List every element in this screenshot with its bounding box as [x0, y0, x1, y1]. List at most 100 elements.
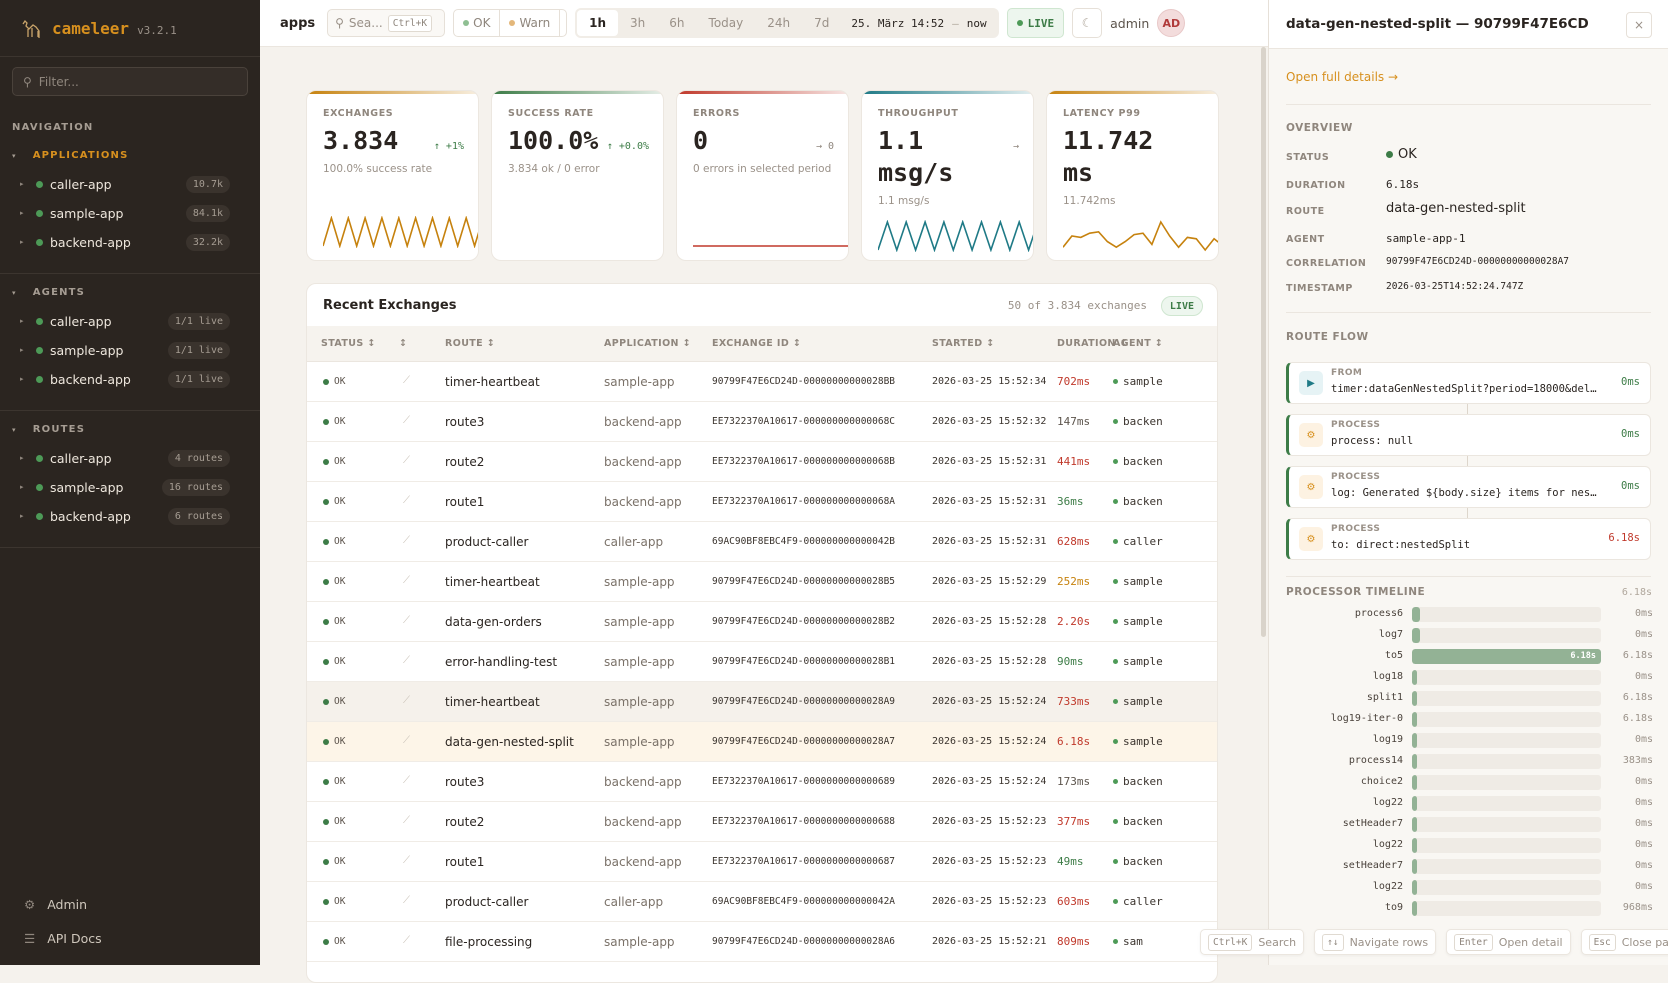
timeline-row[interactable]: log18 0ms [1269, 669, 1668, 687]
kpi-card-success-rate[interactable]: SUCCESS RATE 100.0% ↑ +0.0% 3.834 ok / 0 er… [491, 90, 664, 261]
table-row[interactable]: OK ⟋ timer-heartbeat sample-app 90799F47E6CD… [307, 562, 1217, 602]
sidebar-item-admin[interactable]: ⚙ Admin [24, 897, 87, 912]
sidebar-group-agents[interactable]: ▾ AGENTS [12, 287, 85, 298]
table-row[interactable]: OK ⟋ route1 backend-app EE7322370A10617-0000… [307, 842, 1217, 882]
sidebar-item-caller-app[interactable]: ▸ caller-app 10.7k [20, 173, 230, 195]
expand-icon[interactable]: ▸ [20, 180, 24, 188]
filter-e[interactable]: E [560, 10, 566, 36]
user-name[interactable]: admin [1110, 15, 1150, 31]
open-link-icon[interactable]: ⟋ [403, 655, 410, 666]
flow-step[interactable]: ⚙ PROCESS to: direct:nestedSplit 6.18s [1286, 518, 1651, 560]
open-link-icon[interactable]: ⟋ [403, 855, 410, 866]
time-range-3h[interactable]: 3h [630, 16, 646, 30]
timeline-row[interactable]: log7 0ms [1269, 627, 1668, 645]
table-row[interactable]: OK ⟋ route2 backend-app EE7322370A10617-0000… [307, 802, 1217, 842]
time-range-24h[interactable]: 24h [767, 16, 791, 30]
timeline-row[interactable]: setHeader7 0ms [1269, 816, 1668, 834]
close-icon[interactable]: × [1626, 12, 1652, 38]
timeline-row[interactable]: process6 0ms [1269, 606, 1668, 624]
expand-icon[interactable]: ▸ [20, 346, 24, 354]
table-row[interactable]: OK ⟋ product-caller caller-app 69AC90BF8EBC4… [307, 882, 1217, 922]
timeline-row[interactable]: log22 0ms [1269, 795, 1668, 813]
filter-input[interactable]: ⚲ Filter... [12, 67, 248, 96]
column-header[interactable]: ↕ [399, 338, 408, 349]
expand-icon[interactable]: ▸ [20, 317, 24, 325]
column-header[interactable]: EXCHANGE ID ↕ [712, 338, 802, 349]
sidebar-group-applications[interactable]: ▾ APPLICATIONS [12, 150, 129, 161]
timeline-row[interactable]: choice2 0ms [1269, 774, 1668, 792]
theme-toggle-moon-icon[interactable]: ☾ [1072, 8, 1103, 38]
sidebar-item-backend-app[interactable]: ▸ backend-app 6 routes [20, 505, 230, 527]
open-link-icon[interactable]: ⟋ [403, 895, 410, 906]
expand-icon[interactable]: ▸ [20, 375, 24, 383]
sidebar-item-sample-app[interactable]: ▸ sample-app 84.1k [20, 202, 230, 224]
kpi-card-throughput[interactable]: THROUGHPUT 1.1 msg/s → 1.1 msg/s [861, 90, 1034, 261]
avatar[interactable]: AD [1157, 9, 1186, 37]
timeline-row[interactable]: setHeader7 0ms [1269, 858, 1668, 876]
table-row[interactable]: OK ⟋ timer-heartbeat sample-app 90799F47E6CD… [307, 362, 1217, 402]
sidebar-item-backend-app[interactable]: ▸ backend-app 32.2k [20, 231, 230, 253]
sidebar-item-sample-app[interactable]: ▸ sample-app 16 routes [20, 476, 230, 498]
open-link-icon[interactable]: ⟋ [403, 695, 410, 706]
timeline-row[interactable]: split1 6.18s [1269, 690, 1668, 708]
open-link-icon[interactable]: ⟋ [403, 935, 410, 946]
search-input[interactable]: ⚲ Sea... Ctrl+K [327, 9, 446, 37]
open-link-icon[interactable]: ⟋ [403, 615, 410, 626]
column-header[interactable]: AGENT ↕ [1113, 338, 1164, 349]
sidebar-item-sample-app[interactable]: ▸ sample-app 1/1 live [20, 339, 230, 361]
timeline-row[interactable]: process14 383ms [1269, 753, 1668, 771]
filter-ok[interactable]: OK [454, 10, 501, 36]
kpi-card-latency-p99[interactable]: LATENCY P99 11.742 ms 11.742ms [1046, 90, 1219, 261]
logo[interactable]: cameleer v3.2.1 [20, 14, 177, 42]
filter-warn[interactable]: Warn [500, 10, 561, 36]
table-row[interactable]: OK ⟋ route2 backend-app EE7322370A10617-0000… [307, 442, 1217, 482]
breadcrumb[interactable]: apps [280, 15, 316, 31]
open-link-icon[interactable]: ⟋ [403, 775, 410, 786]
open-link-icon[interactable]: ⟋ [403, 815, 410, 826]
open-link-icon[interactable]: ⟋ [403, 375, 410, 386]
sidebar-group-routes[interactable]: ▾ ROUTES [12, 424, 85, 435]
table-row[interactable]: OK ⟋ data-gen-nested-split sample-app 90799F… [307, 722, 1217, 762]
time-range-1h[interactable]: 1h [577, 10, 619, 36]
sidebar-item-caller-app[interactable]: ▸ caller-app 4 routes [20, 447, 230, 469]
table-row[interactable]: OK ⟋ route3 backend-app EE7322370A10617-0000… [307, 762, 1217, 802]
column-header[interactable]: ROUTE ↕ [445, 338, 496, 349]
flow-step[interactable]: ⚙ PROCESS process: null 0ms [1286, 414, 1651, 456]
table-row[interactable]: OK ⟋ error-handling-test sample-app 90799F47… [307, 642, 1217, 682]
table-row[interactable]: OK ⟋ product-caller caller-app 69AC90BF8EBC4… [307, 522, 1217, 562]
table-row[interactable]: OK ⟋ route1 backend-app EE7322370A10617-0000… [307, 482, 1217, 522]
custom-range[interactable]: 25. März 14:52 — now [841, 17, 996, 30]
expand-icon[interactable]: ▸ [20, 238, 24, 246]
open-link-icon[interactable]: ⟋ [403, 575, 410, 586]
time-range-6h[interactable]: 6h [669, 16, 685, 30]
timeline-row[interactable]: log22 0ms [1269, 879, 1668, 897]
table-row[interactable]: OK ⟋ data-gen-orders sample-app 90799F47E6CD… [307, 602, 1217, 642]
time-range-today[interactable]: Today [708, 16, 744, 30]
sidebar-item-backend-app[interactable]: ▸ backend-app 1/1 live [20, 368, 230, 390]
kpi-card-exchanges[interactable]: EXCHANGES 3.834 ↑ +1% 100.0% success rate [306, 90, 479, 261]
table-row[interactable]: OK ⟋ file-processing sample-app 90799F47E6CD… [307, 922, 1217, 962]
timeline-row[interactable]: log19-iter-0 6.18s [1269, 711, 1668, 729]
open-link-icon[interactable]: ⟋ [403, 495, 410, 506]
scrollbar[interactable] [1261, 47, 1266, 637]
table-row[interactable]: OK ⟋ timer-heartbeat sample-app 90799F47E6CD… [307, 682, 1217, 722]
column-header[interactable]: APPLICATION ↕ [604, 338, 691, 349]
open-link-icon[interactable]: ⟋ [403, 455, 410, 466]
timeline-row[interactable]: log22 0ms [1269, 837, 1668, 855]
time-range-7d[interactable]: 7d [814, 16, 830, 30]
open-link-icon[interactable]: ⟋ [403, 735, 410, 746]
column-header[interactable]: DURATION ↕ [1057, 338, 1128, 349]
open-link-icon[interactable]: ⟋ [403, 415, 410, 426]
kpi-card-errors[interactable]: ERRORS 0 → 0 0 errors in selected period [676, 90, 849, 261]
expand-icon[interactable]: ▸ [20, 454, 24, 462]
timeline-row[interactable]: log19 0ms [1269, 732, 1668, 750]
open-link-icon[interactable]: ⟋ [403, 535, 410, 546]
expand-icon[interactable]: ▸ [20, 209, 24, 217]
expand-icon[interactable]: ▸ [20, 483, 24, 491]
expand-icon[interactable]: ▸ [20, 512, 24, 520]
column-header[interactable]: STATUS ↕ [321, 338, 376, 349]
flow-step[interactable]: ▶ FROM timer:dataGenNestedSplit?period=180… [1286, 362, 1651, 404]
table-row[interactable]: OK ⟋ route3 backend-app EE7322370A10617-0000… [307, 402, 1217, 442]
sidebar-item-caller-app[interactable]: ▸ caller-app 1/1 live [20, 310, 230, 332]
timeline-row[interactable]: to9 968ms [1269, 900, 1668, 918]
